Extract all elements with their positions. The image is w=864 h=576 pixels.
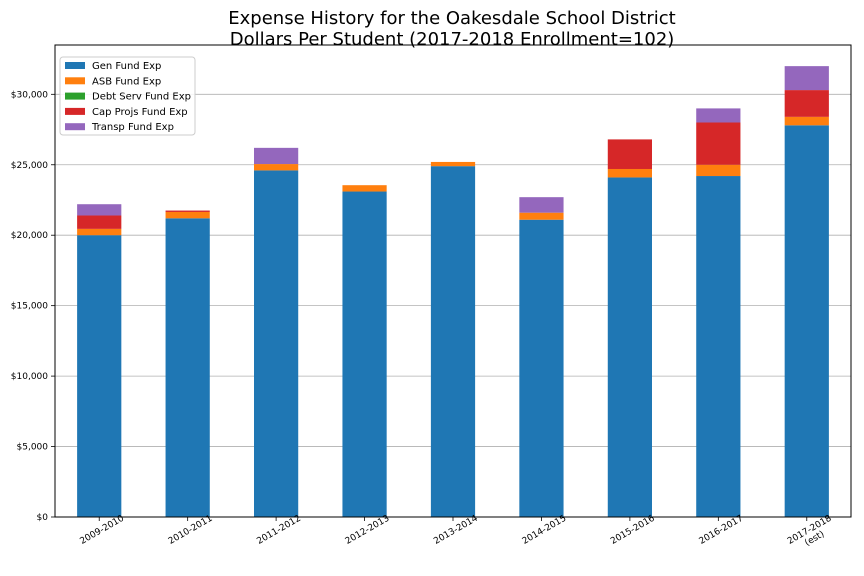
bar-segment [430, 166, 476, 517]
legend-swatch [65, 77, 85, 85]
bar-segment [342, 185, 387, 192]
x-tick-label: 2011-2012 [255, 514, 302, 547]
legend-label: Cap Projs Fund Exp [92, 107, 188, 118]
legend-label: ASB Fund Exp [92, 76, 161, 87]
legend-label: Gen Fund Exp [92, 61, 161, 72]
bar-segment [430, 161, 476, 167]
bars [77, 66, 829, 518]
bar-segment [77, 235, 122, 517]
bar-segment [77, 204, 122, 216]
x-axis-ticks: 2009-2010 2010-2011 2011-2012 2012-2013 2013… [78, 514, 834, 549]
bar-segment [165, 211, 210, 219]
y-axis-ticks: $0 $5,000 $10,000 $15,000 $20,000 $25,000 $30,… [11, 90, 55, 523]
bar-segment [519, 219, 564, 517]
x-tick-label: 2016-2017 [698, 514, 745, 547]
bar-segment [254, 164, 299, 171]
bar-segment [607, 177, 652, 518]
bar-segment [696, 176, 741, 517]
x-tick-label-group: 2013-2014 [432, 514, 480, 547]
legend-swatch [65, 62, 85, 69]
y-tick-label: $15,000 [11, 302, 48, 312]
y-tick-label: $20,000 [11, 231, 48, 241]
legend-label: Transp Fund Exp [91, 122, 174, 133]
bar-segment [784, 66, 829, 91]
bar-segment [77, 215, 122, 229]
x-tick-label: 2013-2014 [432, 514, 480, 547]
x-tick-label: 2015-2016 [609, 514, 657, 547]
legend-swatch [65, 92, 85, 100]
x-tick-label: 2009-2010 [78, 514, 126, 547]
bar-segment [607, 168, 652, 178]
x-tick-label-group: 2009-2010 [78, 514, 126, 547]
bar-segment [519, 212, 564, 220]
bar-segment [342, 191, 387, 517]
bar-segment [254, 170, 299, 517]
y-tick-label: $25,000 [11, 161, 48, 171]
bar-segment [784, 116, 829, 126]
x-tick-label: 2012-2013 [344, 514, 391, 547]
bar-segment [696, 164, 741, 177]
y-tick-label: $0 [37, 513, 49, 523]
bar-segment [254, 147, 299, 165]
bar-segment [696, 122, 741, 165]
bar-segment [607, 139, 652, 169]
legend-box [59, 56, 196, 136]
x-tick-label-group: 2012-2013 [344, 514, 391, 547]
legend-swatch [65, 123, 85, 131]
bar-segment [165, 218, 210, 517]
x-tick-label-group: 2015-2016 [609, 514, 657, 547]
x-tick-label-group: 2010-2011 [167, 514, 214, 547]
bar-segment [784, 125, 829, 517]
x-tick-label: 2010-2011 [167, 514, 214, 547]
x-tick-label-group: 2014-2015 [521, 514, 568, 547]
title-line-1: Expense History for the Oakesdale School… [228, 8, 676, 29]
x-tick-label-group: 2016-2017 [698, 514, 745, 547]
x-tick-label-group: 2011-2012 [255, 514, 302, 547]
y-tick-label: $30,000 [11, 90, 48, 100]
x-tick-label: 2014-2015 [521, 514, 568, 547]
bar-segment [165, 210, 210, 212]
y-tick-label: $5,000 [17, 443, 49, 453]
bar-segment [696, 108, 741, 123]
legend-label: Debt Serv Fund Exp [92, 92, 191, 103]
bar-segment [519, 197, 564, 213]
bar-segment [77, 228, 122, 236]
y-tick-label: $10,000 [11, 372, 48, 382]
bar-segment [784, 90, 829, 117]
legend-swatch [65, 107, 85, 115]
legend: Gen Fund Exp ASB Fund Exp Debt Serv Fund E… [59, 56, 196, 136]
x-tick-label-group: 2017-2018(est) [786, 514, 834, 549]
